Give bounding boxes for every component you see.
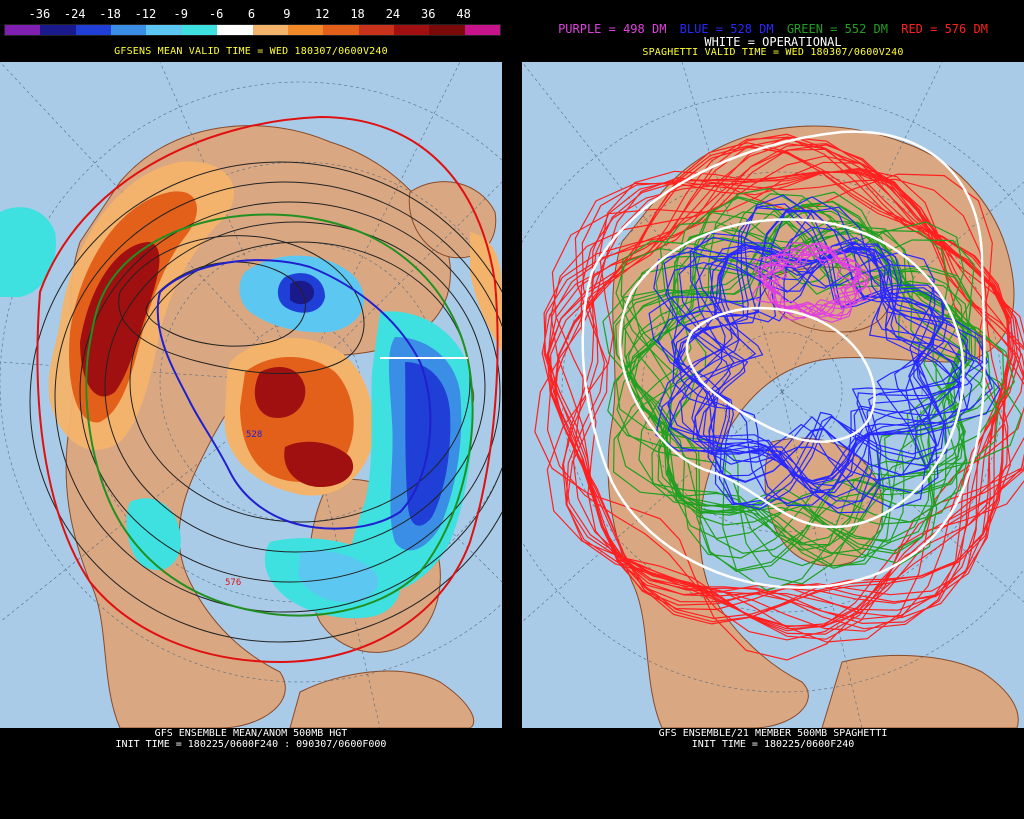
- member-contour: [622, 220, 989, 559]
- spaghetti-member-contours: [534, 133, 1024, 661]
- mean-anomaly-map: 528 576: [0, 62, 502, 728]
- contour-552: [85, 213, 474, 617]
- member-contour: [547, 137, 1010, 604]
- spaghetti-valid-time-title: SPAGHETTI VALID TIME = WED 180307/0600V2…: [642, 47, 904, 58]
- spaghetti-map: [522, 62, 1024, 728]
- mean-anomaly-map-svg: 528 576: [0, 62, 502, 728]
- member-contour: [553, 142, 1010, 625]
- contour-576: [36, 115, 499, 664]
- key-white-operational: WHITE = OPERATIONAL: [704, 35, 842, 49]
- ensemble-mean-panel: -36 -24 -18 -12 -9 -6 6 9 12 18 24 36 48 GFSENS MEAN…: [0, 0, 502, 819]
- spaghetti-map-svg: [522, 62, 1024, 728]
- member-contour: [754, 242, 862, 320]
- legend-tick-label: -12: [134, 7, 157, 21]
- legend-tick-label: -18: [99, 7, 121, 21]
- member-contour: [672, 226, 936, 481]
- member-contour: [762, 242, 861, 321]
- mean-valid-time-title: GFSENS MEAN VALID TIME = WED 180307/0600…: [114, 46, 388, 57]
- legend-tick-label: 18: [350, 7, 365, 21]
- legend-swatch: [287, 25, 324, 35]
- contour-528: [156, 259, 432, 530]
- contour-label-528: 528: [246, 430, 262, 440]
- anomaly-color-bar: [4, 24, 501, 36]
- member-contour: [572, 170, 1024, 627]
- member-contour: [678, 247, 975, 498]
- key-green: GREEN = 552 DM: [786, 22, 888, 36]
- legend-tick-label: 9: [283, 7, 291, 21]
- mean-init-time: INIT TIME = 180225/0600F240 : 090307/060…: [115, 739, 387, 750]
- height-contours: [29, 161, 502, 643]
- contour-label-576: 576: [225, 578, 241, 588]
- member-contour: [677, 242, 936, 505]
- member-contour: [616, 229, 964, 567]
- anomaly-legend-labels: -36 -24 -18 -12 -9 -6 6 9 12 18 24 36 48: [0, 7, 502, 21]
- spaghetti-panel: PURPLE = 498 DM BLUE = 528 DM GREEN = 55…: [522, 0, 1024, 819]
- positive-height-anomalies: [48, 161, 502, 496]
- legend-swatch: [5, 25, 41, 35]
- spaghetti-color-key: PURPLE = 498 DM BLUE = 528 DM GREEN = 55…: [522, 22, 1024, 36]
- legend-swatch: [111, 25, 147, 35]
- legend-swatch: [252, 25, 288, 35]
- legend-tick-label: 6: [247, 7, 256, 21]
- legend-swatch: [464, 25, 501, 35]
- legend-swatch: [181, 25, 218, 35]
- legend-tick-label: 36: [421, 7, 436, 21]
- legend-tick-label: -24: [63, 7, 86, 21]
- panel-divider: [502, 0, 522, 819]
- member-contour: [663, 242, 989, 510]
- member-contour: [632, 211, 964, 554]
- member-contour: [691, 251, 963, 487]
- member-contour: [680, 250, 962, 482]
- member-contour: [547, 148, 1016, 620]
- member-contour: [752, 246, 871, 323]
- spaghetti-bottom-title: GFS ENSEMBLE/21 MEMBER 500MB SPAGHETTI: [658, 728, 888, 739]
- member-contour: [655, 232, 1001, 494]
- legend-tick-label: -9: [173, 7, 189, 21]
- key-purple: PURPLE = 498 DM: [558, 22, 667, 36]
- member-contour: [607, 221, 966, 585]
- legend-swatch: [217, 25, 253, 35]
- legend-tick-label: -36: [28, 7, 51, 21]
- legend-tick-label: 12: [314, 7, 330, 21]
- legend-tick-label: -6: [208, 7, 224, 21]
- spaghetti-init-time: INIT TIME = 180225/0600F240: [691, 739, 855, 750]
- key-blue: BLUE = 528 DM: [679, 22, 774, 36]
- legend-swatch: [358, 25, 394, 35]
- legend-swatch: [429, 25, 465, 35]
- legend-tick-label: 24: [385, 7, 401, 21]
- member-contour: [668, 244, 973, 485]
- legend-swatch: [40, 25, 76, 35]
- legend-tick-label: 48: [456, 7, 471, 21]
- member-contour: [546, 178, 1009, 641]
- legend-swatch: [323, 25, 359, 35]
- legend-swatch: [75, 25, 112, 35]
- key-red: RED = 576 DM: [901, 22, 988, 36]
- mean-bottom-title: GFS ENSEMBLE MEAN/ANOM 500MB HGT: [154, 728, 348, 739]
- member-contour: [665, 241, 969, 502]
- member-contour: [550, 155, 1024, 632]
- member-contour: [657, 244, 968, 484]
- legend-swatch: [393, 25, 430, 35]
- operational-contours: [581, 130, 986, 589]
- legend-swatch: [146, 25, 182, 35]
- member-contour: [543, 144, 1022, 630]
- member-contour: [656, 196, 942, 495]
- member-contour: [565, 169, 1024, 635]
